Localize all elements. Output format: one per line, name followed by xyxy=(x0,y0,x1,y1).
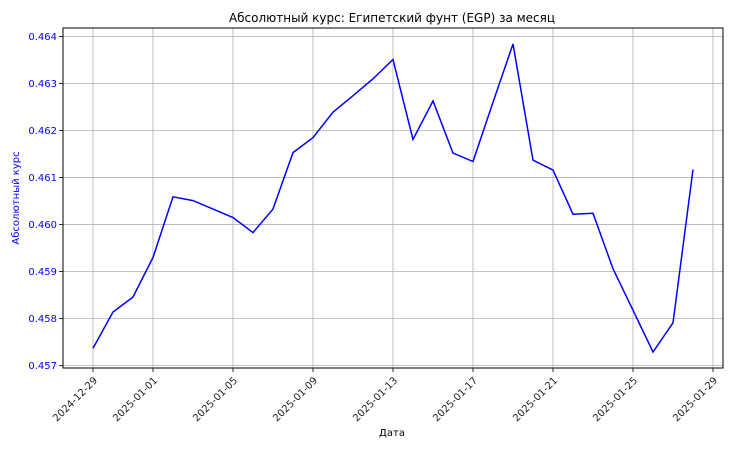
x-tick-label: 2025-01-17 xyxy=(431,375,480,424)
y-tick-label: 0.460 xyxy=(28,220,57,231)
series-line xyxy=(92,43,694,354)
x-tick-label: 2025-01-13 xyxy=(351,375,400,424)
x-axis-label: Дата xyxy=(379,428,405,439)
x-tick-label: 2024-12-29 xyxy=(51,375,100,424)
y-tick-label: 0.457 xyxy=(28,361,57,372)
y-axis-label: Абсолютный курс xyxy=(11,151,22,244)
y-axis: 0.457 0.458 0.459 0.460 0.461 0.462 0.463 0.464 xyxy=(28,32,63,372)
y-tick-label: 0.462 xyxy=(28,126,57,137)
x-tick-label: 2025-01-25 xyxy=(591,375,640,424)
x-tick-label: 2025-01-09 xyxy=(271,375,320,424)
y-tick-label: 0.461 xyxy=(28,173,57,184)
x-tick-label: 2025-01-29 xyxy=(671,375,720,424)
x-axis: 2024-12-29 2025-01-01 2025-01-05 2025-01-09… xyxy=(51,368,720,424)
x-tick-label: 2025-01-05 xyxy=(191,375,240,424)
x-tick-label: 2025-01-01 xyxy=(111,375,160,424)
x-tick-label: 2025-01-21 xyxy=(511,375,560,424)
y-tick-label: 0.464 xyxy=(28,32,57,43)
chart-title: Абсолютный курс: Египетский фунт (EGP) з… xyxy=(229,11,555,25)
y-tick-label: 0.459 xyxy=(28,267,57,278)
grid-lines xyxy=(63,28,723,368)
plot-frame xyxy=(62,27,724,369)
y-tick-label: 0.463 xyxy=(28,79,57,90)
y-tick-label: 0.458 xyxy=(28,314,57,325)
